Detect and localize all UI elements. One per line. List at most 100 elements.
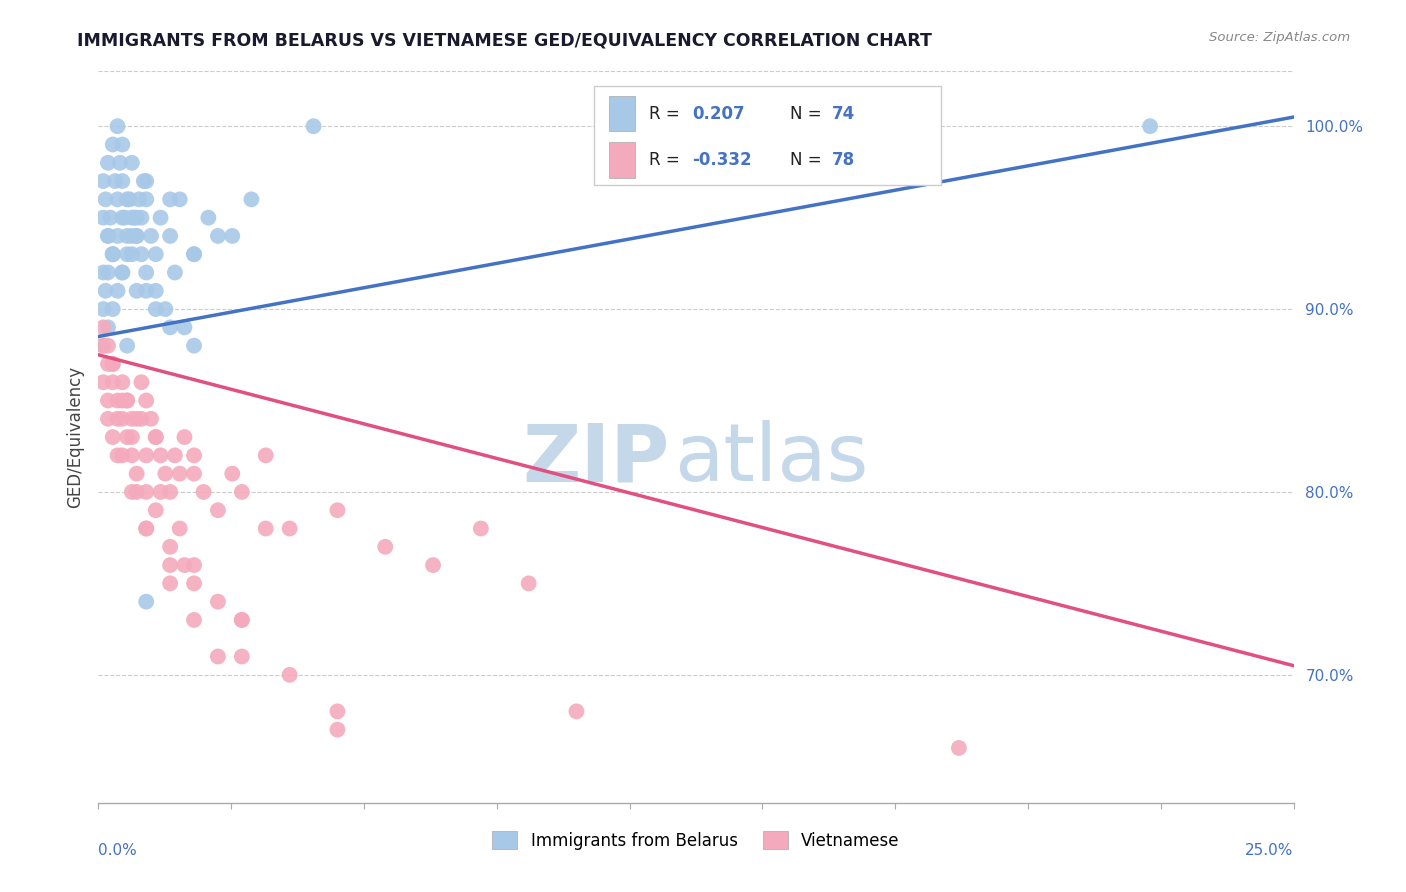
Point	[111, 266, 134, 280]
Point	[121, 485, 143, 500]
Point	[135, 174, 157, 188]
Point	[231, 613, 253, 627]
Point	[207, 229, 229, 244]
Point	[131, 247, 153, 261]
Point	[135, 522, 157, 536]
Point	[111, 393, 134, 408]
Text: Source: ZipAtlas.com: Source: ZipAtlas.com	[1209, 31, 1350, 45]
Point	[221, 467, 243, 481]
Point	[240, 193, 263, 207]
Point	[125, 284, 148, 298]
Point	[101, 137, 124, 152]
Point	[101, 430, 124, 444]
Point	[159, 320, 181, 334]
Point	[197, 211, 219, 225]
Point	[163, 266, 186, 280]
Text: ZIP: ZIP	[523, 420, 669, 498]
Point	[124, 211, 146, 225]
Point	[169, 193, 191, 207]
Point	[91, 339, 114, 353]
Point	[94, 284, 117, 298]
Point	[91, 376, 114, 390]
Point	[115, 247, 138, 261]
Point	[91, 339, 114, 353]
FancyBboxPatch shape	[609, 96, 636, 131]
Text: R =: R =	[650, 104, 685, 122]
Point	[121, 412, 143, 426]
Point	[159, 540, 181, 554]
Point	[111, 211, 134, 225]
Point	[121, 229, 143, 244]
Text: atlas: atlas	[675, 420, 869, 498]
FancyBboxPatch shape	[609, 143, 636, 178]
Point	[115, 339, 138, 353]
Text: 78: 78	[832, 151, 855, 169]
Point	[231, 485, 253, 500]
Point	[278, 522, 301, 536]
Point	[97, 229, 120, 244]
Point	[104, 174, 127, 188]
Point	[149, 211, 172, 225]
Point	[159, 558, 181, 573]
Point	[125, 229, 148, 244]
Point	[121, 448, 143, 462]
Point	[111, 137, 134, 152]
Point	[101, 376, 124, 390]
Point	[207, 503, 229, 517]
Point	[145, 430, 167, 444]
Point	[193, 485, 215, 500]
Point	[107, 229, 129, 244]
Point	[91, 266, 114, 280]
Point	[326, 705, 349, 719]
Point	[107, 120, 129, 134]
Point	[111, 376, 134, 390]
Point	[139, 412, 162, 426]
Text: 0.0%: 0.0%	[98, 843, 138, 858]
FancyBboxPatch shape	[595, 86, 941, 185]
Point	[183, 247, 205, 261]
Point	[302, 120, 325, 134]
Point	[97, 357, 120, 371]
Point	[107, 448, 129, 462]
Point	[145, 503, 167, 517]
Point	[97, 339, 120, 353]
Point	[183, 558, 205, 573]
Point	[98, 211, 122, 225]
Point	[159, 576, 181, 591]
Point	[278, 668, 301, 682]
Point	[115, 393, 138, 408]
Point	[131, 211, 153, 225]
Point	[107, 412, 129, 426]
Point	[135, 284, 157, 298]
Point	[169, 522, 191, 536]
Point	[115, 430, 138, 444]
Point	[1139, 120, 1161, 134]
Point	[326, 503, 349, 517]
Point	[101, 247, 124, 261]
Point	[135, 266, 157, 280]
Point	[115, 393, 138, 408]
Text: N =: N =	[790, 104, 827, 122]
Point	[145, 284, 167, 298]
Point	[91, 320, 114, 334]
Point	[470, 522, 492, 536]
Point	[135, 522, 157, 536]
Point	[149, 485, 172, 500]
Point	[107, 193, 129, 207]
Point	[948, 740, 970, 755]
Y-axis label: GED/Equivalency: GED/Equivalency	[66, 366, 84, 508]
Point	[254, 522, 277, 536]
Point	[254, 448, 277, 462]
Text: 74: 74	[832, 104, 855, 122]
Point	[125, 412, 148, 426]
Point	[121, 211, 143, 225]
Point	[101, 357, 124, 371]
Point	[183, 339, 205, 353]
Point	[173, 320, 195, 334]
Point	[115, 193, 138, 207]
Point	[135, 485, 157, 500]
Point	[169, 467, 191, 481]
Point	[326, 723, 349, 737]
Point	[107, 393, 129, 408]
Point	[145, 247, 167, 261]
